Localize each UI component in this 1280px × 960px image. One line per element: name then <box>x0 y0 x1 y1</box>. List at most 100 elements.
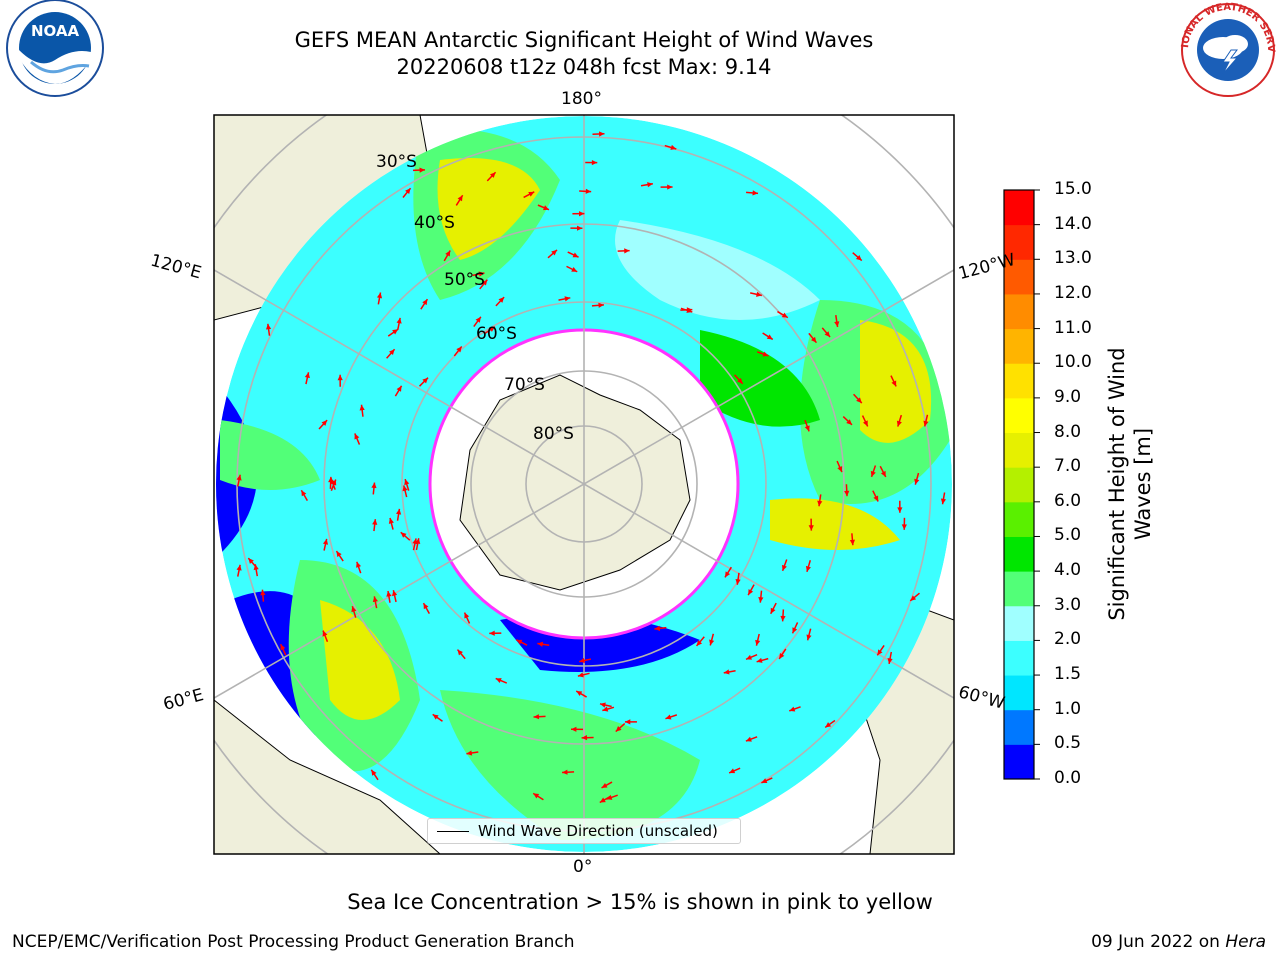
wave-arrow-head <box>940 498 947 505</box>
wave-arrow-head <box>389 349 395 356</box>
colorbar-tick-label: 6.0 <box>1054 490 1082 511</box>
wave-arrow-head <box>396 385 402 392</box>
wave-arrow-head <box>746 654 753 660</box>
wave-arrow-head <box>464 612 470 619</box>
wave-arrow-head <box>782 564 787 571</box>
wave-arrow-head <box>601 782 608 788</box>
wave-arrow-head <box>432 714 439 720</box>
wave-arrow-head <box>806 634 812 641</box>
colorbar-tick-label: 12.0 <box>1054 282 1092 303</box>
wave-arrow-head <box>498 297 505 303</box>
wave-arrow-head <box>735 579 741 585</box>
colorbar-tick-label: 0.0 <box>1054 768 1082 788</box>
wave-arrow-head <box>761 778 768 784</box>
wind-wave-arrows <box>236 131 947 804</box>
wave-arrow-head <box>321 420 328 426</box>
colorbar-tick-label: 1.0 <box>1054 698 1082 719</box>
wave-arrow-head <box>896 420 902 427</box>
colorbar-tick-label: 5.0 <box>1054 525 1082 546</box>
wave-arrow-head <box>564 296 571 302</box>
wave-arrow-head <box>856 397 862 404</box>
colorbar-segment <box>1004 605 1034 641</box>
wave-arrow-head <box>478 271 485 277</box>
wave-arrow-head <box>855 255 862 261</box>
wave-arrow-head <box>415 538 421 545</box>
wave-arrow-head <box>914 478 920 485</box>
wave-arrow-head <box>647 182 653 188</box>
noaa-logo-text: NOAA <box>31 22 80 40</box>
colorbar-segment <box>1004 501 1034 537</box>
chart-title: GEFS MEAN Antarctic Significant Height o… <box>294 28 874 52</box>
noaa-logo-icon: NOAA <box>6 0 104 97</box>
wave-arrow-head <box>870 470 876 477</box>
lat-label-80s: 80°S <box>533 424 574 444</box>
wave-arrow-head <box>686 307 693 313</box>
colorbar-tick-label: 2.0 <box>1054 629 1082 650</box>
wave-arrow-head <box>328 476 334 483</box>
wave-arrow-head <box>901 524 907 530</box>
wave-arrow-head <box>598 131 605 137</box>
wave-arrow-head <box>516 639 523 645</box>
colorbar-title: Significant Height of Wind Waves [m] <box>1105 347 1155 621</box>
colorbar-tick-label: 9.0 <box>1054 386 1082 407</box>
wave-arrow-head <box>585 188 592 194</box>
wave-arrow-head <box>576 691 583 697</box>
colorbar-frame <box>1003 189 1035 780</box>
colorbar-tick-label: 3.0 <box>1054 594 1082 615</box>
wave-arrow-head <box>457 649 463 656</box>
wave-arrow-head <box>280 644 286 651</box>
wave-arrow-head <box>236 474 242 481</box>
wave-arrow-head <box>602 706 609 712</box>
wave-arrow-head <box>322 538 329 545</box>
wave-arrow-head <box>729 768 736 774</box>
wave-arrow-head <box>400 532 407 538</box>
colorbar-segment <box>1004 467 1034 503</box>
nws-logo-icon: NATIONAL WEATHER SERVICE <box>1177 0 1276 97</box>
wave-arrow-head <box>371 482 377 489</box>
wave-arrow-head <box>386 590 392 597</box>
colorbar-tick-label: 11.0 <box>1054 317 1092 338</box>
wave-arrow-head <box>897 507 903 513</box>
wave-arrow-head <box>789 706 796 712</box>
footer-date: 09 Jun 2022 on Hera <box>1091 932 1266 952</box>
colorbar-tick-label: 15.0 <box>1054 179 1092 199</box>
wave-arrow-head <box>551 249 558 256</box>
wave-arrow-head <box>528 191 535 197</box>
colorbar-segment <box>1004 293 1034 330</box>
wave-arrow-head <box>758 596 764 603</box>
wave-arrow-head <box>576 225 583 231</box>
wave-arrow-head <box>709 639 715 646</box>
wave-arrow-head <box>748 589 754 596</box>
colorbar-segment <box>1004 259 1034 295</box>
colorbar-segment <box>1004 640 1034 676</box>
wave-arrow-head <box>304 372 310 379</box>
lat-label-60s: 60°S <box>476 324 517 344</box>
wave-arrow-head <box>572 252 579 258</box>
lat-label-50s: 50°S <box>444 270 485 290</box>
legend-label: Wind Wave Direction (unscaled) <box>478 822 718 840</box>
wave-arrow-head <box>808 525 814 531</box>
map-legend: Wind Wave Direction (unscaled) <box>427 818 741 844</box>
wave-arrow-head <box>780 615 786 622</box>
wave-arrow-head <box>475 316 481 323</box>
wave-arrow-head <box>581 735 588 741</box>
colorbar-tick-label: 8.0 <box>1054 421 1082 442</box>
wave-arrow-head <box>873 495 879 502</box>
wave-arrow-head <box>404 479 410 486</box>
wave-arrow-head <box>533 714 540 720</box>
sea-ice-note: Sea Ice Concentration > 15% is shown in … <box>347 890 933 914</box>
colorbar-tick-label: 13.0 <box>1054 248 1092 269</box>
wave-arrow-head <box>849 539 856 546</box>
wave-arrow-head <box>396 317 402 324</box>
wave-arrow-head <box>846 419 852 425</box>
wave-arrow-head <box>752 190 759 196</box>
wave-arrow-head <box>670 144 677 150</box>
graticule <box>214 115 954 854</box>
wave-arrow-head <box>571 726 577 732</box>
wave-arrow-head <box>817 500 823 507</box>
wave-arrow-head <box>665 714 672 720</box>
wave-arrow-head <box>354 433 360 440</box>
wave-arrow-head <box>422 377 429 384</box>
colorbar-segment <box>1004 675 1034 711</box>
wave-arrow-head <box>336 551 342 558</box>
